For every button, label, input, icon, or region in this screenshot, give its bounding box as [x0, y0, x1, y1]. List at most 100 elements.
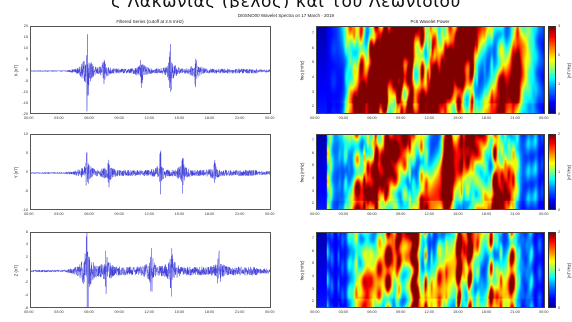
heatmap-ytick: 4: [311, 273, 314, 278]
line-ytick: 0: [25, 267, 28, 272]
line-xtick: 09:00: [114, 212, 124, 216]
colorbar-tick: 0: [558, 207, 561, 212]
heatmap-ytick: 4: [311, 74, 314, 79]
heatmap-ytick: 5: [311, 60, 314, 65]
colorbar-tick: 0: [558, 305, 561, 310]
heatmap-ytick: 7: [311, 30, 314, 35]
colorbar: [548, 26, 556, 114]
line-xtick: 15:00: [174, 116, 185, 120]
line-ytick: 6: [25, 229, 28, 234]
heatmap-xtick: 21:00: [510, 310, 520, 314]
line-ylabel: X (nT): [13, 64, 19, 77]
heatmap-ytick: 6: [311, 45, 314, 50]
heatmap-xtick: 15:00: [453, 212, 463, 216]
left-column-title: Filtered Series (cutoff at 2.5 mHz): [116, 19, 184, 24]
line-ytick: -10: [22, 89, 29, 94]
heatmap-ytick: 2: [311, 104, 314, 109]
heatmap-xtick: 00:00: [310, 310, 320, 314]
heatmap-axes-3: [316, 232, 545, 308]
line-ytick: 0: [25, 67, 28, 72]
heatmap-ytick: 2: [311, 299, 314, 304]
wavelet-power-canvas: [317, 135, 544, 209]
line-ytick: 15: [23, 34, 28, 39]
colorbar-label: (nT²/Hz): [566, 164, 572, 181]
heatmap-xtick: 15:00: [453, 310, 463, 314]
line-ylabel: Y (nT): [13, 166, 19, 179]
heatmap-ytick: 5: [311, 163, 314, 168]
heatmap-xtick: 21:00: [510, 116, 520, 120]
line-xtick: 03:00: [54, 310, 64, 314]
heatmap-ytick: 2: [311, 201, 314, 206]
line-ytick: -5: [24, 78, 28, 83]
heatmap-xtick: 00:00: [539, 116, 549, 120]
line-ytick: 5: [25, 56, 28, 61]
heatmap-ylabel: freq (mHz): [299, 162, 305, 183]
heatmap-ytick: 6: [311, 248, 314, 253]
wavelet-power-canvas: [317, 233, 544, 307]
line-xtick: 12:00: [144, 310, 155, 314]
colorbar: [548, 134, 556, 210]
heatmap-xtick: 09:00: [395, 310, 406, 314]
line-ylabel: Z (nT): [13, 264, 19, 277]
line-xtick: 06:00: [84, 310, 94, 314]
heatmap-xtick: 03:00: [338, 116, 349, 120]
line-plot-svg: [31, 233, 270, 307]
line-ytick: 0: [25, 169, 28, 174]
heatmap-xtick: 00:00: [310, 212, 320, 216]
heatmap-xtick: 15:00: [453, 116, 463, 120]
colorbar: [548, 232, 556, 308]
line-ytick: -6: [24, 305, 28, 310]
heatmap-xtick: 00:00: [310, 116, 320, 120]
line-plot-svg: [31, 150, 270, 195]
line-ytick: -5: [24, 188, 28, 193]
line-xtick: 00:00: [24, 310, 34, 314]
colorbar-tick: 0: [558, 111, 561, 116]
heatmap-xtick: 03:00: [338, 310, 349, 314]
colorbar-tick: 2: [558, 52, 561, 57]
line-xtick: 03:00: [54, 116, 64, 120]
heatmap-axes-1: [316, 26, 545, 114]
line-xtick: 12:00: [144, 212, 155, 216]
line-ytick: 4: [25, 242, 28, 247]
colorbar-label: (nT²/Hz): [566, 262, 572, 279]
series-trace: [31, 233, 270, 307]
line-xtick: 21:00: [234, 212, 245, 216]
line-ytick: -20: [22, 111, 29, 116]
heatmap-ytick: 3: [311, 188, 314, 193]
line-xtick: 18:00: [204, 116, 215, 120]
line-ytick: 10: [23, 131, 28, 136]
heatmap-ytick: 5: [311, 261, 314, 266]
heatmap-xtick: 09:00: [395, 116, 406, 120]
line-xtick: 06:00: [84, 116, 94, 120]
colorbar-label: (nT²/Hz): [566, 62, 572, 79]
heatmap-ylabel: freq (mHz): [299, 260, 305, 281]
heatmap-xtick: 12:00: [424, 116, 435, 120]
heatmap-ytick: 3: [311, 286, 314, 291]
colorbar-tick: 3: [558, 23, 561, 28]
line-xtick: 00:00: [265, 116, 275, 120]
line-ytick: -10: [22, 207, 29, 212]
colorbar-tick: 2: [558, 131, 561, 136]
line-ytick: -4: [24, 292, 28, 297]
heatmap-xtick: 18:00: [481, 310, 492, 314]
line-axes-2: [30, 134, 271, 210]
line-ytick: 10: [23, 45, 28, 50]
series-trace: [31, 150, 270, 195]
line-ytick: 5: [25, 150, 28, 155]
line-xtick: 12:00: [144, 116, 155, 120]
line-xtick: 21:00: [234, 310, 245, 314]
series-trace: [31, 34, 270, 112]
colorbar-tick: 1: [558, 267, 561, 272]
heatmap-xtick: 18:00: [481, 212, 492, 216]
heatmap-ytick: 6: [311, 150, 314, 155]
colorbar-tick: 2: [558, 229, 561, 234]
line-axes-3: [30, 232, 271, 308]
line-plot-svg: [31, 34, 270, 112]
line-ytick: 2: [25, 254, 28, 259]
heatmap-xtick: 12:00: [424, 212, 435, 216]
heatmap-xtick: 06:00: [367, 212, 377, 216]
heatmap-axes-2: [316, 134, 545, 210]
heatmap-ytick: 3: [311, 89, 314, 94]
heatmap-xtick: 03:00: [338, 212, 349, 216]
heatmap-xtick: 06:00: [367, 116, 377, 120]
